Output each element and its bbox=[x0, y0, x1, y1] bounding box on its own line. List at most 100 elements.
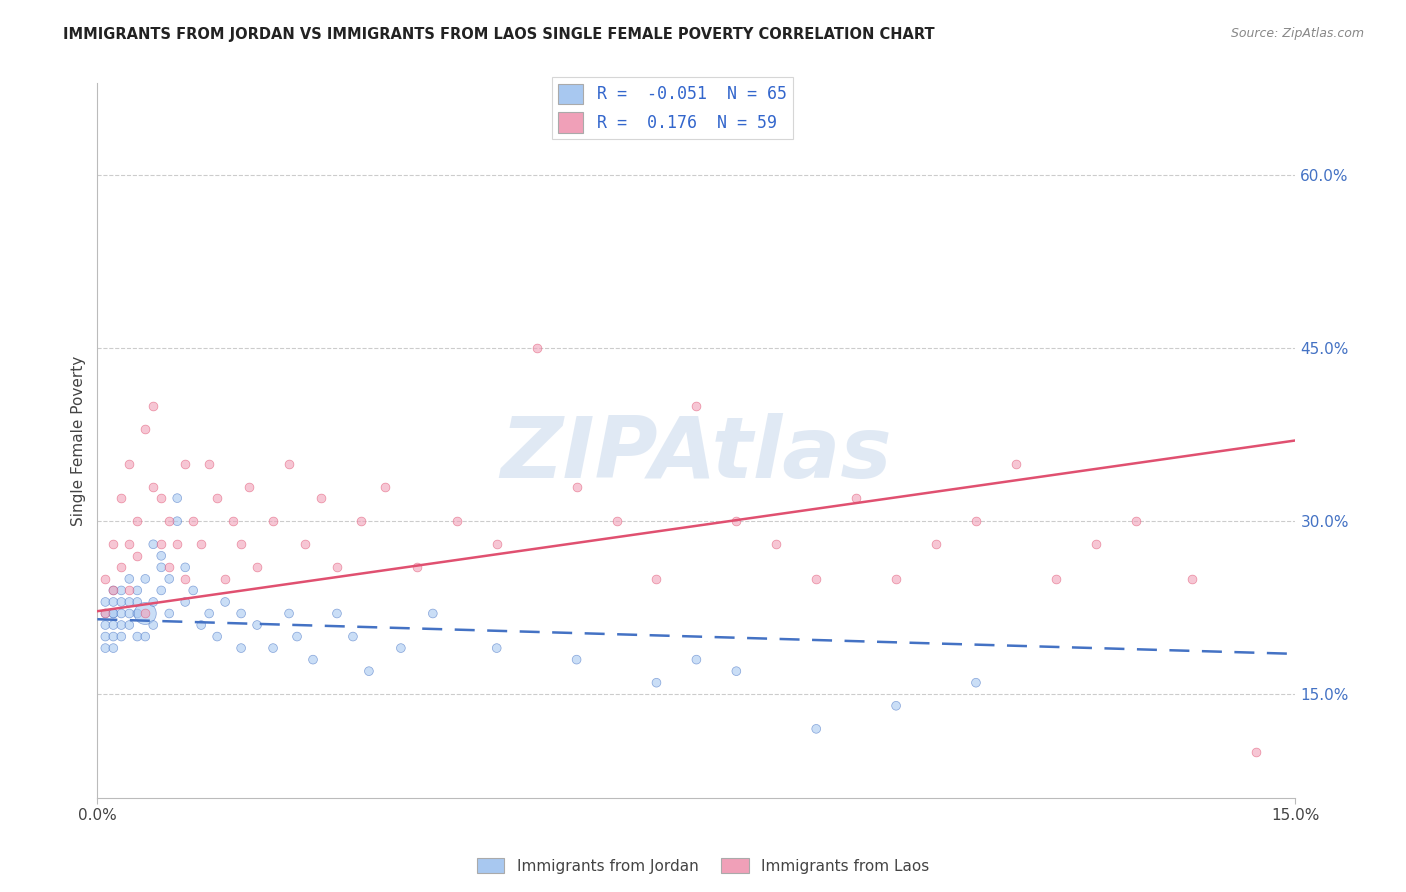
Point bbox=[806, 722, 828, 736]
Point bbox=[229, 607, 252, 621]
Point bbox=[1084, 537, 1107, 551]
Point bbox=[205, 630, 228, 644]
Point bbox=[725, 664, 748, 678]
Point bbox=[565, 480, 588, 494]
Point bbox=[150, 537, 173, 551]
Point bbox=[326, 560, 349, 574]
Point bbox=[118, 537, 141, 551]
Point bbox=[94, 630, 117, 644]
Point bbox=[229, 537, 252, 551]
Point bbox=[350, 514, 373, 528]
Text: IMMIGRANTS FROM JORDAN VS IMMIGRANTS FROM LAOS SINGLE FEMALE POVERTY CORRELATION: IMMIGRANTS FROM JORDAN VS IMMIGRANTS FRO… bbox=[63, 27, 935, 42]
Point bbox=[134, 630, 156, 644]
Point bbox=[103, 641, 125, 656]
Point bbox=[118, 583, 141, 598]
Point bbox=[389, 641, 412, 656]
Point bbox=[326, 607, 349, 621]
Point bbox=[198, 457, 221, 471]
Point bbox=[294, 537, 316, 551]
Point bbox=[94, 607, 117, 621]
Point bbox=[214, 572, 236, 586]
Point bbox=[110, 607, 132, 621]
Point bbox=[357, 664, 380, 678]
Point bbox=[134, 607, 156, 621]
Point bbox=[127, 514, 149, 528]
Point bbox=[103, 618, 125, 632]
Point bbox=[174, 595, 197, 609]
Point bbox=[134, 422, 156, 436]
Point bbox=[685, 399, 707, 413]
Point bbox=[157, 572, 180, 586]
Point bbox=[150, 491, 173, 505]
Point bbox=[374, 480, 396, 494]
Point bbox=[110, 618, 132, 632]
Point bbox=[103, 583, 125, 598]
Point bbox=[309, 491, 332, 505]
Point bbox=[198, 607, 221, 621]
Point bbox=[94, 641, 117, 656]
Point bbox=[222, 514, 245, 528]
Point bbox=[606, 514, 628, 528]
Point bbox=[157, 514, 180, 528]
Point bbox=[725, 514, 748, 528]
Point bbox=[1181, 572, 1204, 586]
Point bbox=[103, 595, 125, 609]
Point bbox=[485, 537, 508, 551]
Point bbox=[94, 618, 117, 632]
Point bbox=[446, 514, 468, 528]
Point bbox=[150, 583, 173, 598]
Point bbox=[110, 583, 132, 598]
Point bbox=[127, 595, 149, 609]
Point bbox=[150, 549, 173, 563]
Point bbox=[110, 595, 132, 609]
Point bbox=[142, 595, 165, 609]
Point bbox=[174, 572, 197, 586]
Point bbox=[205, 491, 228, 505]
Point bbox=[103, 630, 125, 644]
Point bbox=[118, 607, 141, 621]
Point bbox=[118, 595, 141, 609]
Point bbox=[262, 641, 284, 656]
Point bbox=[118, 618, 141, 632]
Point bbox=[110, 491, 132, 505]
Point bbox=[103, 583, 125, 598]
Point bbox=[127, 607, 149, 621]
Point bbox=[1005, 457, 1028, 471]
Point bbox=[174, 457, 197, 471]
Y-axis label: Single Female Poverty: Single Female Poverty bbox=[72, 355, 86, 525]
Point bbox=[278, 457, 301, 471]
Point bbox=[214, 595, 236, 609]
Point bbox=[342, 630, 364, 644]
Point bbox=[685, 652, 707, 666]
Point bbox=[157, 560, 180, 574]
Point bbox=[118, 572, 141, 586]
Point bbox=[127, 549, 149, 563]
Point bbox=[238, 480, 260, 494]
Point bbox=[645, 572, 668, 586]
Point bbox=[127, 630, 149, 644]
Point bbox=[103, 607, 125, 621]
Point bbox=[94, 595, 117, 609]
Point bbox=[142, 480, 165, 494]
Point bbox=[103, 537, 125, 551]
Point bbox=[134, 572, 156, 586]
Legend: R =  -0.051  N = 65, R =  0.176  N = 59: R = -0.051 N = 65, R = 0.176 N = 59 bbox=[551, 77, 793, 139]
Point bbox=[142, 618, 165, 632]
Point bbox=[645, 675, 668, 690]
Point bbox=[278, 607, 301, 621]
Point bbox=[142, 537, 165, 551]
Point bbox=[526, 341, 548, 355]
Legend: Immigrants from Jordan, Immigrants from Laos: Immigrants from Jordan, Immigrants from … bbox=[471, 852, 935, 880]
Point bbox=[174, 560, 197, 574]
Point bbox=[103, 607, 125, 621]
Point bbox=[142, 399, 165, 413]
Point bbox=[1125, 514, 1147, 528]
Point bbox=[166, 537, 188, 551]
Point bbox=[1244, 745, 1267, 759]
Point bbox=[925, 537, 948, 551]
Point bbox=[806, 572, 828, 586]
Point bbox=[110, 560, 132, 574]
Point bbox=[884, 698, 907, 713]
Point bbox=[110, 630, 132, 644]
Point bbox=[302, 652, 325, 666]
